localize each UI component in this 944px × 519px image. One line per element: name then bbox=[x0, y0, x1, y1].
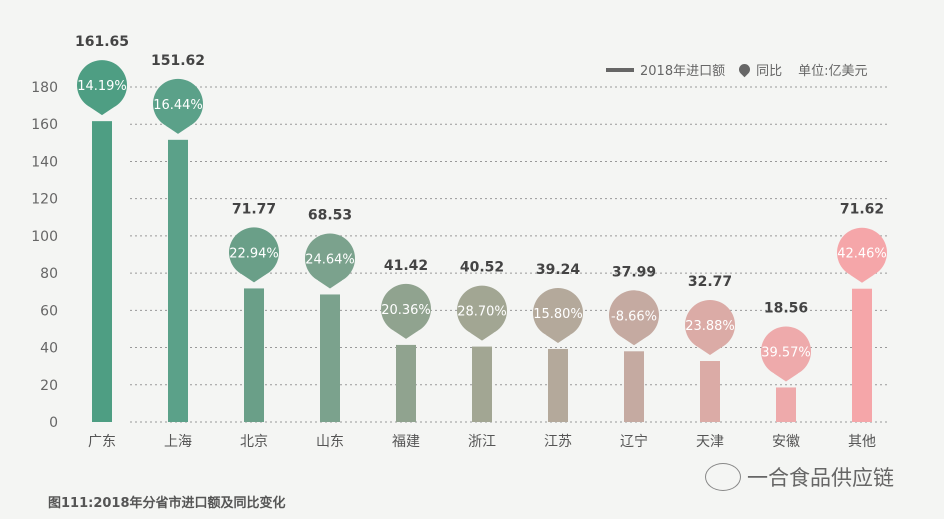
bar bbox=[396, 344, 416, 422]
figure-caption: 图111:2018年分省市进口额及同比变化 bbox=[48, 496, 286, 511]
yoy-label: 20.36% bbox=[381, 303, 431, 318]
y-tick-label: 140 bbox=[31, 154, 58, 170]
value-label: 71.62 bbox=[840, 202, 884, 218]
bar bbox=[852, 288, 872, 422]
value-label: 161.65 bbox=[75, 34, 129, 50]
yoy-label: 39.57% bbox=[761, 345, 811, 360]
pin-icon bbox=[736, 61, 753, 78]
yoy-bubble bbox=[229, 227, 279, 278]
value-label: 18.56 bbox=[764, 300, 808, 316]
x-tick-label: 上海 bbox=[164, 434, 192, 450]
x-tick-label: 山东 bbox=[316, 434, 344, 450]
value-label: 32.77 bbox=[688, 274, 732, 290]
brand-name: 一合食品供应链 bbox=[747, 466, 894, 490]
bar bbox=[548, 348, 568, 422]
yoy-label: 22.94% bbox=[229, 246, 279, 261]
bar bbox=[244, 288, 264, 422]
value-label: 39.24 bbox=[536, 262, 581, 278]
x-tick-label: 其他 bbox=[848, 434, 876, 450]
x-tick-label: 浙江 bbox=[468, 434, 496, 450]
bar bbox=[168, 139, 188, 422]
legend-bar-swatch bbox=[606, 67, 634, 72]
brand-watermark: 一合食品供应链 bbox=[705, 462, 894, 492]
wechat-icon bbox=[705, 463, 741, 491]
yoy-bubble bbox=[381, 283, 431, 334]
yoy-bubble bbox=[761, 326, 811, 377]
yoy-label: 24.64% bbox=[305, 252, 355, 267]
y-tick-label: 160 bbox=[31, 117, 58, 133]
value-label: 41.42 bbox=[384, 258, 428, 274]
y-tick-label: 60 bbox=[40, 303, 58, 319]
y-tick-label: 40 bbox=[40, 341, 58, 357]
yoy-bubble bbox=[685, 300, 735, 351]
x-tick-label: 广东 bbox=[88, 434, 116, 450]
value-label: 37.99 bbox=[612, 264, 656, 280]
y-tick-label: 100 bbox=[31, 229, 58, 245]
yoy-label: 42.46% bbox=[837, 247, 887, 262]
yoy-bubble bbox=[837, 227, 887, 278]
yoy-label: 14.19% bbox=[77, 79, 127, 94]
unit-label: 单位:亿美元 bbox=[798, 64, 868, 79]
value-label: 71.77 bbox=[232, 201, 276, 217]
yoy-label: 16.44% bbox=[153, 98, 203, 113]
y-tick-label: 120 bbox=[31, 192, 58, 208]
legend-bar-label: 2018年进口额 bbox=[640, 64, 726, 79]
bar bbox=[624, 351, 644, 422]
bar bbox=[776, 387, 796, 422]
x-tick-label: 安徽 bbox=[772, 434, 800, 450]
yoy-bubble bbox=[305, 233, 355, 284]
yoy-bubble bbox=[457, 285, 507, 336]
value-label: 40.52 bbox=[460, 260, 504, 276]
x-tick-label: 北京 bbox=[240, 434, 268, 450]
bar bbox=[320, 294, 340, 422]
yoy-label: 28.70% bbox=[457, 305, 507, 320]
yoy-label: 15.80% bbox=[533, 307, 583, 322]
x-tick-label: 江苏 bbox=[544, 434, 572, 450]
yoy-bubble bbox=[609, 290, 659, 341]
yoy-label: 23.88% bbox=[685, 319, 735, 334]
bar bbox=[472, 346, 492, 422]
yoy-bubble bbox=[153, 78, 203, 129]
bar bbox=[92, 121, 112, 422]
y-tick-label: 20 bbox=[40, 378, 58, 394]
x-tick-label: 福建 bbox=[392, 434, 420, 450]
x-tick-label: 天津 bbox=[696, 434, 724, 450]
yoy-label: -8.66% bbox=[611, 309, 657, 324]
y-tick-label: 0 bbox=[49, 415, 58, 431]
y-tick-label: 180 bbox=[31, 80, 58, 96]
y-tick-label: 80 bbox=[40, 266, 58, 282]
value-label: 151.62 bbox=[151, 53, 205, 69]
legend-pin-label: 同比 bbox=[756, 64, 783, 79]
yoy-bubble bbox=[533, 287, 583, 338]
x-tick-label: 辽宁 bbox=[620, 433, 648, 450]
bar bbox=[700, 361, 720, 422]
value-label: 68.53 bbox=[308, 207, 352, 223]
yoy-bubble bbox=[77, 60, 127, 111]
legend: 2018年进口额 同比 单位:亿美元 bbox=[606, 60, 868, 79]
